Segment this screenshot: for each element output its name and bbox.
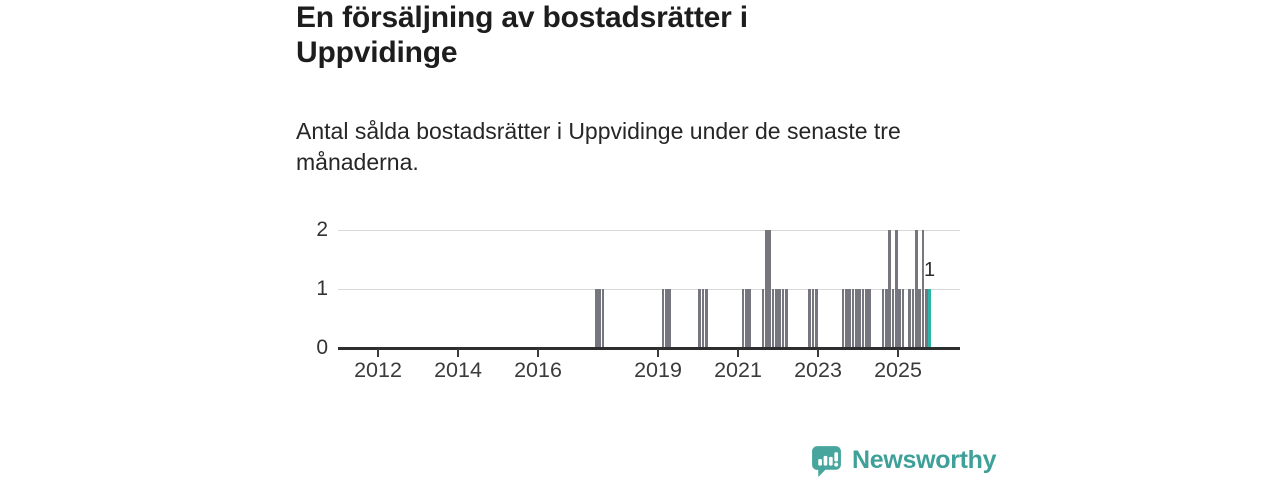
y-axis-label: 2 (316, 218, 328, 241)
bar (885, 289, 888, 348)
bar (705, 289, 708, 348)
x-axis-label: 2016 (514, 358, 562, 382)
bar (908, 289, 911, 348)
bar (601, 289, 605, 348)
bar (748, 289, 751, 348)
bar (891, 289, 895, 348)
bar (848, 289, 851, 348)
y-axis-label: 0 (316, 336, 328, 359)
bar (845, 289, 848, 348)
plot-area: 0 1 2 1 2012 2014 2016 2019 2021 2023 2025 (316, 218, 960, 382)
y-axis-label: 1 (316, 277, 328, 300)
bar (765, 230, 768, 348)
bar (918, 289, 921, 348)
x-axis-tick (457, 349, 459, 357)
bar (668, 289, 671, 348)
x-axis-tick (537, 349, 539, 357)
x-axis-label: 2012 (354, 358, 402, 382)
bar (665, 289, 668, 348)
gridline-y2 (338, 229, 960, 231)
latest-value-label: 1 (924, 259, 936, 281)
bar (925, 289, 928, 348)
bar (815, 289, 818, 348)
bar (768, 230, 771, 348)
bar (851, 289, 855, 348)
x-axis-label: 2021 (714, 358, 762, 382)
chart-subtitle: Antal sålda bostadsrätter i Uppvidinge u… (296, 118, 901, 175)
bar (661, 289, 665, 348)
x-axis-tick (897, 349, 899, 357)
bar (861, 289, 865, 348)
x-axis-label: 2025 (874, 358, 922, 382)
bar (595, 289, 598, 348)
bar (785, 289, 788, 348)
bar (761, 289, 765, 348)
bar (865, 289, 868, 348)
bar (895, 230, 898, 348)
newsworthy-wordmark: Newsworthy (852, 445, 997, 474)
bar (888, 230, 891, 348)
x-axis-label: 2014 (434, 358, 482, 382)
bar (811, 289, 815, 348)
bar (698, 289, 701, 348)
gridline-y1 (338, 288, 960, 290)
bar (841, 289, 845, 348)
x-axis-tick (817, 349, 819, 357)
x-axis-label: 2023 (794, 358, 842, 382)
bar (881, 289, 885, 348)
bar (921, 230, 925, 348)
bar (868, 289, 871, 348)
x-axis-tick (737, 349, 739, 357)
bar (911, 289, 915, 348)
bar (915, 230, 918, 348)
bar (808, 289, 811, 348)
bar (855, 289, 858, 348)
bar (771, 289, 775, 348)
bar (741, 289, 745, 348)
bar (858, 289, 861, 348)
bar-highlighted (928, 289, 931, 348)
bar (598, 289, 601, 348)
newsworthy-logo[interactable]: Newsworthy (810, 442, 997, 478)
x-axis-label: 2019 (634, 358, 682, 382)
bar (745, 289, 748, 348)
bar (898, 289, 901, 348)
bar (778, 289, 781, 348)
x-axis-tick (377, 349, 379, 357)
bar (781, 289, 785, 348)
bar (775, 289, 778, 348)
bar (701, 289, 705, 348)
x-axis-line (338, 347, 960, 350)
bar (901, 289, 905, 348)
newsworthy-icon (810, 444, 843, 477)
x-axis-tick (657, 349, 659, 357)
chart-title: En försäljning av bostadsrätter i Uppvid… (296, 1, 748, 69)
